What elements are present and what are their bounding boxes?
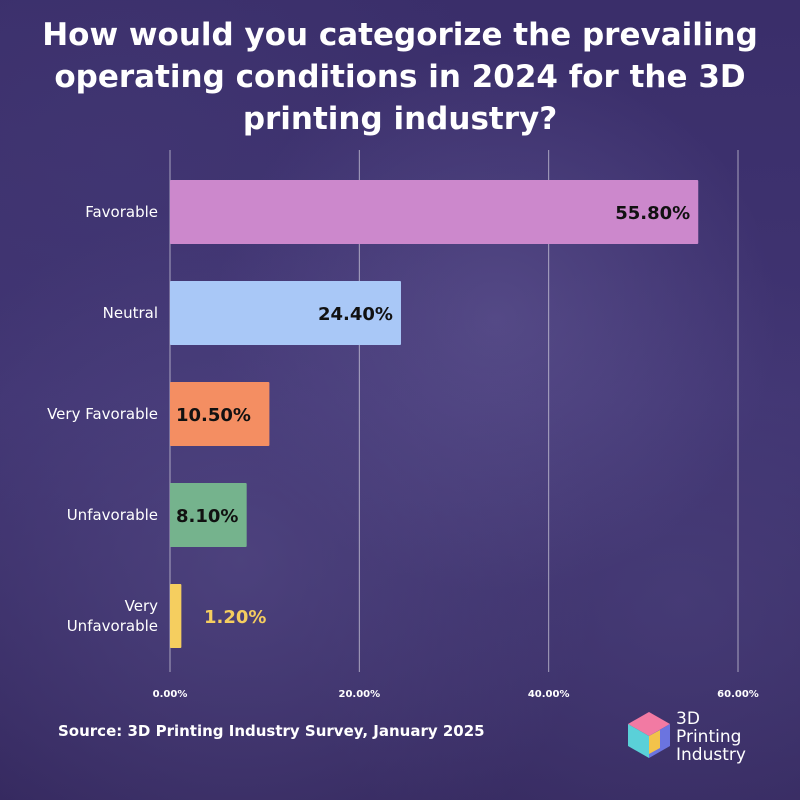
bar (170, 483, 247, 547)
category-label: Very Favorable (47, 405, 158, 423)
category-label: Neutral (103, 304, 158, 322)
data-label: 10.50% (176, 405, 251, 426)
bar (170, 382, 270, 446)
data-label: 8.10% (176, 506, 238, 527)
bar (170, 180, 699, 244)
logo-text: 3D Printing Industry (676, 710, 746, 764)
brand-logo: 3D Printing Industry (626, 710, 766, 770)
data-label: 24.40% (318, 304, 393, 325)
category-label: Unfavorable (67, 506, 158, 524)
x-tick-label: 40.00% (528, 689, 570, 700)
x-tick-label: 0.00% (153, 689, 188, 700)
logo-line-3: Industry (676, 745, 746, 765)
chart-title: How would you categorize the prevailing … (42, 17, 758, 137)
x-tick-label: 60.00% (717, 689, 759, 700)
category-label: Favorable (85, 203, 158, 221)
category-label: Unfavorable (67, 617, 158, 635)
data-label: 1.20% (204, 607, 266, 628)
data-label: 55.80% (615, 203, 690, 224)
logo-cube-icon (628, 712, 670, 758)
x-tick-label: 20.00% (339, 689, 381, 700)
category-label: Very (125, 597, 158, 615)
logo-line-2: Printing (676, 727, 742, 747)
logo-line-1: 3D (676, 709, 700, 729)
bar (170, 281, 401, 345)
source-note: Source: 3D Printing Industry Survey, Jan… (58, 722, 485, 740)
bar (170, 584, 182, 648)
